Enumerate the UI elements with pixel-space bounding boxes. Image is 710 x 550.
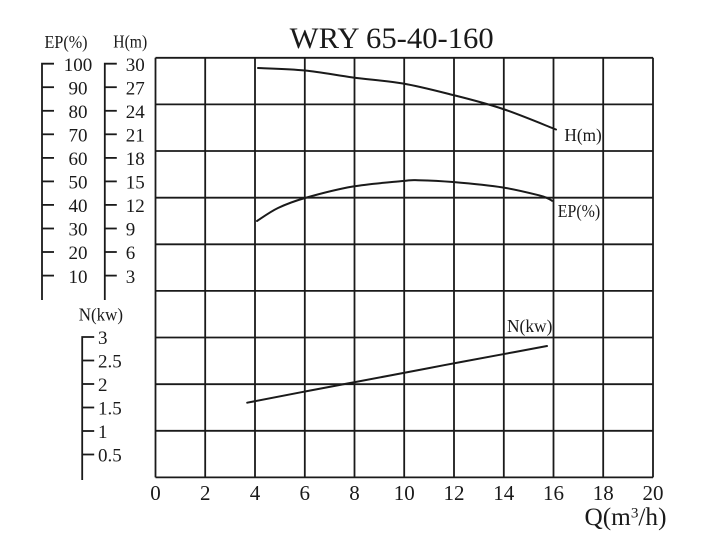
- svg-text:2: 2: [200, 481, 211, 505]
- svg-text:10: 10: [394, 481, 415, 505]
- svg-text:20: 20: [643, 481, 664, 505]
- svg-text:18: 18: [126, 149, 145, 170]
- svg-text:50: 50: [69, 173, 88, 194]
- svg-text:1.5: 1.5: [98, 399, 122, 420]
- svg-text:12: 12: [126, 196, 145, 217]
- svg-text:27: 27: [126, 78, 145, 99]
- svg-text:WRY 65-40-160: WRY 65-40-160: [290, 22, 494, 55]
- svg-text:4: 4: [250, 481, 261, 505]
- svg-text:90: 90: [69, 78, 88, 99]
- svg-text:30: 30: [69, 220, 88, 241]
- svg-text:2: 2: [98, 375, 108, 396]
- svg-text:70: 70: [69, 126, 88, 147]
- svg-text:EP(%): EP(%): [558, 201, 600, 222]
- svg-text:12: 12: [444, 481, 465, 505]
- svg-text:H(m): H(m): [564, 125, 601, 146]
- svg-text:16: 16: [543, 481, 564, 505]
- svg-text:15: 15: [126, 173, 145, 194]
- svg-text:N(kw): N(kw): [79, 305, 123, 326]
- svg-text:1: 1: [98, 422, 108, 443]
- svg-text:3: 3: [126, 267, 136, 288]
- svg-text:3: 3: [98, 328, 108, 349]
- svg-text:Q(m3/h): Q(m3/h): [585, 504, 667, 531]
- svg-text:80: 80: [69, 102, 88, 123]
- svg-text:EP(%): EP(%): [45, 32, 88, 53]
- svg-text:9: 9: [126, 220, 136, 241]
- svg-text:10: 10: [69, 267, 88, 288]
- svg-text:40: 40: [69, 196, 88, 217]
- svg-text:0.5: 0.5: [98, 446, 122, 467]
- svg-text:6: 6: [126, 243, 136, 264]
- svg-text:30: 30: [126, 55, 145, 76]
- svg-text:8: 8: [349, 481, 360, 505]
- svg-text:0: 0: [150, 481, 161, 505]
- svg-text:24: 24: [126, 102, 146, 123]
- svg-text:6: 6: [300, 481, 311, 505]
- svg-text:100: 100: [64, 55, 93, 76]
- svg-text:H(m): H(m): [113, 32, 147, 53]
- svg-text:20: 20: [69, 243, 88, 264]
- svg-text:18: 18: [593, 481, 614, 505]
- svg-text:60: 60: [69, 149, 88, 170]
- svg-text:2.5: 2.5: [98, 352, 122, 373]
- svg-text:21: 21: [126, 126, 145, 147]
- svg-text:N(kw): N(kw): [507, 316, 552, 337]
- svg-text:14: 14: [493, 481, 515, 505]
